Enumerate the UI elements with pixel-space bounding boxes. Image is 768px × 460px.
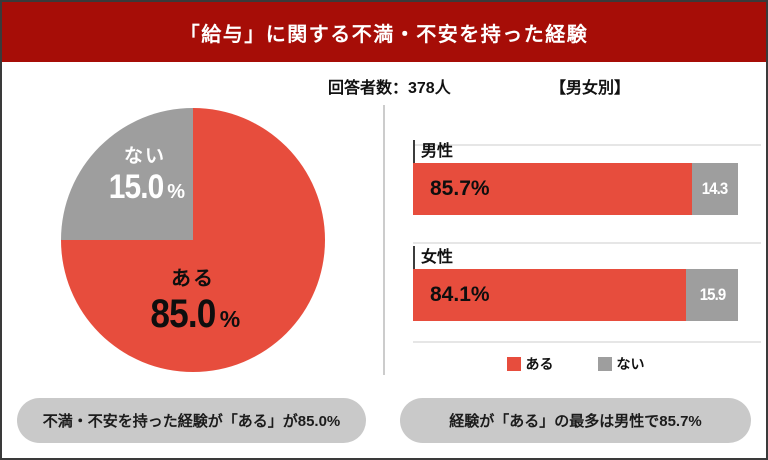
pie-aru-value: 85.0% — [150, 292, 241, 336]
pie-nai-value: 15.0% — [108, 168, 185, 206]
respondents-count: 回答者数：378人 — [328, 80, 451, 97]
summary-right-text: 経験が「ある」の最多は男性で85.7% — [449, 413, 702, 430]
bar-female-yes-segment: 84.1% — [413, 269, 687, 321]
bar-row-male: 85.7% 14.3 — [413, 163, 738, 215]
page-title: 「給与」に関する不満・不安を持った経験 — [179, 23, 589, 46]
pie-nai-label: ない — [123, 146, 166, 167]
summary-pill-left: 不満・不安を持った経験が「ある」が85.0% — [17, 398, 366, 443]
pie-aru-label: ある — [171, 268, 215, 290]
bar-female-no-segment: 15.9 — [686, 269, 738, 321]
summary-left-text: 不満・不安を持った経験が「ある」が85.0% — [42, 413, 341, 430]
pie-slice-label-nai: ない 15.0% — [75, 144, 215, 210]
category-tick-male — [413, 140, 415, 164]
gridline — [413, 341, 761, 343]
category-label-female: 女性 — [421, 249, 454, 266]
legend-aru-label: ある — [525, 356, 554, 372]
vertical-divider — [383, 105, 385, 375]
pie-slice-label-aru: ある 85.0% — [119, 266, 267, 341]
legend-aru-swatch — [506, 357, 521, 371]
gridline — [413, 144, 761, 146]
bar-female-no-value: 15.9 — [699, 285, 725, 304]
legend: ある ない — [413, 354, 738, 374]
category-label-male: 男性 — [421, 143, 454, 160]
gender-breakdown-label: 【男女別】 — [550, 80, 631, 97]
bar-row-female: 84.1% 15.9 — [413, 269, 738, 321]
legend-nai-swatch — [597, 357, 612, 371]
bar-male-no-segment: 14.3 — [691, 163, 738, 215]
category-tick-female — [413, 246, 415, 270]
bar-female-yes-value: 84.1% — [430, 283, 490, 306]
bar-male-no-value: 14.3 — [701, 179, 728, 198]
legend-item-nai: ない — [597, 354, 645, 374]
gridline — [413, 242, 761, 244]
legend-nai-label: ない — [616, 356, 645, 372]
pie-chart: ない 15.0% ある 85.0% — [61, 108, 325, 372]
bar-male-yes-segment: 85.7% — [413, 163, 692, 215]
legend-item-aru: ある — [506, 354, 554, 374]
bar-male-yes-value: 85.7% — [430, 177, 490, 200]
header-bar: 「給与」に関する不満・不安を持った経験 — [2, 2, 766, 62]
summary-pill-right: 経験が「ある」の最多は男性で85.7% — [400, 398, 751, 443]
